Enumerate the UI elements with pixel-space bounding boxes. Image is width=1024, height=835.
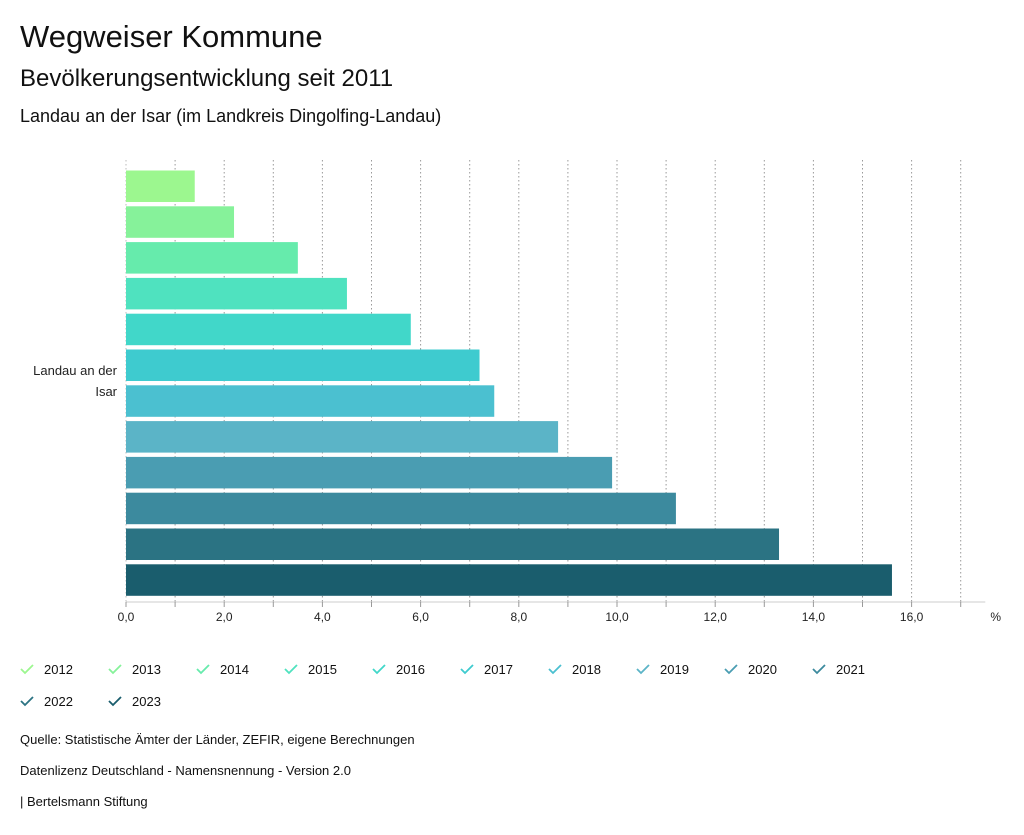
legend-label: 2021 [836, 661, 865, 677]
checkmark-icon [724, 664, 738, 675]
bar-2015[interactable] [126, 277, 347, 310]
checkmark-icon [548, 664, 562, 675]
x-tick-label: 0,0 [118, 610, 135, 624]
bar-2016[interactable] [126, 313, 411, 346]
bar-2012[interactable] [126, 170, 195, 203]
legend-item-2017[interactable]: 2017 [460, 656, 513, 682]
bar-2023[interactable] [126, 564, 892, 596]
legend-label: 2019 [660, 661, 689, 677]
legend-label: 2013 [132, 661, 161, 677]
legend-label: 2014 [220, 661, 249, 677]
x-tick-label: 14,0 [802, 610, 826, 624]
x-tick-label: 2,0 [216, 610, 233, 624]
x-tick-label: 12,0 [704, 610, 728, 624]
x-tick-label: 4,0 [314, 610, 331, 624]
legend-label: 2020 [748, 661, 777, 677]
legend-label: 2022 [44, 693, 73, 709]
legend-item-2018[interactable]: 2018 [548, 656, 601, 682]
legend-item-2015[interactable]: 2015 [284, 656, 337, 682]
category-label: Landau an der [33, 363, 118, 378]
x-tick-label: 8,0 [510, 610, 527, 624]
x-tick-label: 10,0 [605, 610, 629, 624]
bar-2018[interactable] [126, 385, 495, 417]
unit-label: % [990, 610, 1001, 624]
legend-item-2021[interactable]: 2021 [812, 656, 865, 682]
legend-label: 2016 [396, 661, 425, 677]
legend-item-2022[interactable]: 2022 [20, 688, 73, 714]
checkmark-icon [108, 664, 122, 675]
x-tick-label: 6,0 [412, 610, 429, 624]
legend-label: 2017 [484, 661, 513, 677]
checkmark-icon [812, 664, 826, 675]
bar-2019[interactable] [126, 421, 559, 453]
legend-item-2013[interactable]: 2013 [108, 656, 161, 682]
bar-2021[interactable] [126, 492, 676, 525]
x-tick-label: 16,0 [900, 610, 924, 624]
category-axis: Landau an der Isar [33, 363, 118, 399]
chart-title: Wegweiser Kommune [20, 19, 323, 54]
source-note: Quelle: Statistische Ämter der Länder, Z… [20, 732, 415, 747]
checkmark-icon [636, 664, 650, 675]
category-label: Isar [95, 384, 117, 399]
legend-item-2014[interactable]: 2014 [196, 656, 249, 682]
legend-label: 2018 [572, 661, 601, 677]
legend-label: 2012 [44, 661, 73, 677]
x-axis: 0,0 2,0 4,0 6,0 8,0 10,0 12,0 14,0 16,0% [118, 601, 1001, 624]
legend-item-2020[interactable]: 2020 [724, 656, 777, 682]
bar-2020[interactable] [126, 456, 613, 489]
bars [126, 170, 892, 596]
checkmark-icon [196, 664, 210, 675]
checkmark-icon [20, 664, 34, 675]
license-note: Datenlizenz Deutschland - Namensnennung … [20, 763, 351, 778]
checkmark-icon [460, 664, 474, 675]
bar-2014[interactable] [126, 242, 298, 274]
checkmark-icon [20, 696, 34, 707]
legend-item-2012[interactable]: 2012 [20, 656, 73, 682]
bar-2017[interactable] [126, 349, 480, 382]
chart-subtitle: Bevölkerungsentwicklung seit 2011 [20, 65, 394, 92]
bar-2022[interactable] [126, 528, 780, 561]
legend-label: 2015 [308, 661, 337, 677]
bar-2013[interactable] [126, 206, 235, 238]
checkmark-icon [372, 664, 386, 675]
legend-item-2019[interactable]: 2019 [636, 656, 689, 682]
legend-item-2016[interactable]: 2016 [372, 656, 425, 682]
publisher-note: | Bertelsmann Stiftung [20, 794, 148, 809]
legend-label: 2023 [132, 693, 161, 709]
checkmark-icon [108, 696, 122, 707]
legend-item-2023[interactable]: 2023 [108, 688, 161, 714]
bar-chart: 0,0 2,0 4,0 6,0 8,0 10,0 12,0 14,0 16,0% Landau … [33, 160, 1001, 624]
checkmark-icon [284, 664, 298, 675]
region-label: Landau an der Isar (im Landkreis Dingolf… [20, 106, 442, 126]
